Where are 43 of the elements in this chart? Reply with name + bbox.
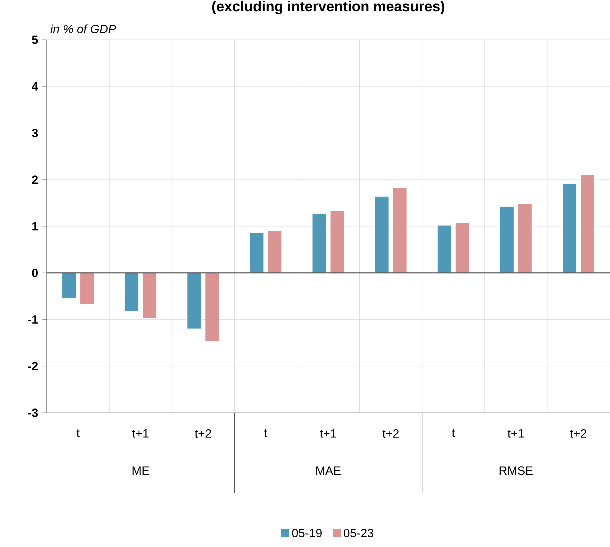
chart-title: (excluding intervention measures) (212, 1, 445, 15)
y-tick-label: -1 (28, 316, 38, 324)
bar (455, 222, 470, 274)
bar (580, 174, 595, 274)
y-tick-label: -2 (28, 362, 38, 371)
x-tick-label: t+1 (320, 430, 336, 438)
y-tick-label: 5 (32, 36, 38, 44)
bar (62, 272, 77, 300)
x-tick-label: t+1 (132, 430, 149, 438)
y-tick-label: 3 (32, 129, 38, 138)
text: MAE (316, 466, 341, 475)
legend-label: 05-23 (344, 529, 374, 538)
bar (312, 214, 327, 274)
bar (437, 225, 452, 274)
bar (330, 210, 345, 274)
x-tick-label: t (76, 430, 80, 438)
bar (268, 230, 282, 274)
text: RMSE (500, 466, 533, 476)
x-tick-label: t+1 (508, 430, 524, 438)
bar (518, 204, 532, 274)
bar (142, 272, 158, 319)
bar (80, 272, 95, 305)
y-tick-label: 4 (32, 82, 38, 91)
y-tick-label: -3 (28, 408, 38, 418)
bar (392, 188, 408, 274)
y-axis-title: in % of GDP (50, 24, 116, 34)
y-tick-label: 1 (32, 222, 38, 231)
x-tick-label: t+2 (570, 430, 587, 438)
bar (250, 232, 264, 274)
x-tick-label: t (452, 430, 456, 438)
y-tick-label: 0 (32, 268, 38, 278)
bar (124, 272, 140, 312)
x-tick-label: t+2 (195, 430, 212, 438)
y-tick-label: 2 (32, 176, 38, 184)
legend-label: 05-19 (292, 529, 322, 538)
bar (500, 206, 514, 274)
x-tick-label: t (264, 430, 268, 438)
bar (205, 272, 220, 342)
x-tick-label: t+2 (382, 430, 399, 438)
bar (562, 184, 577, 274)
text: ME (132, 466, 150, 475)
bar (374, 196, 390, 274)
bar (187, 272, 202, 330)
